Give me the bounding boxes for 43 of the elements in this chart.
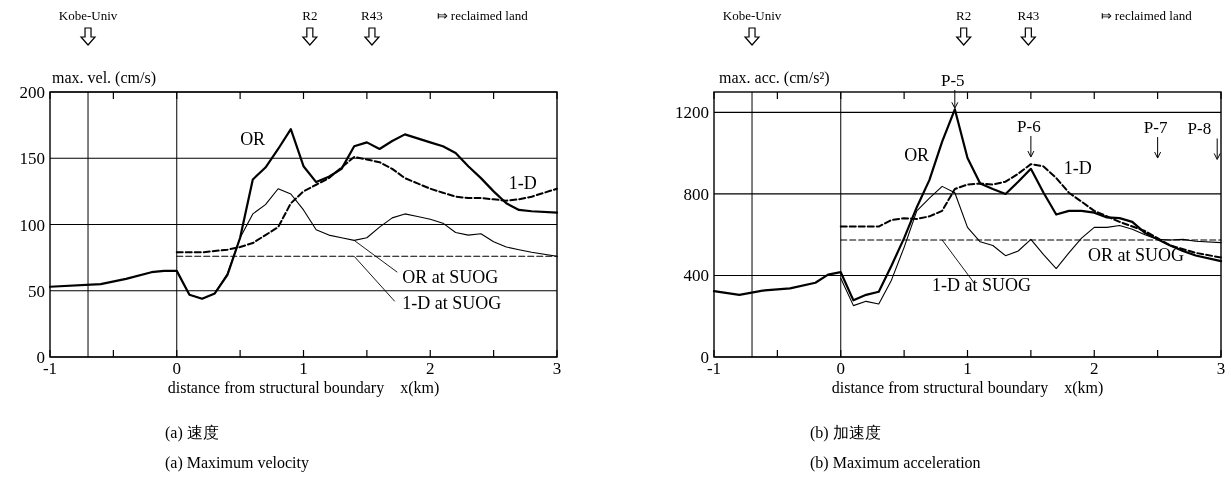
annotation: P-6 [1017, 117, 1041, 137]
text: (b) Maximum acceleration [810, 454, 981, 472]
text: R2 [302, 8, 318, 23]
series-label: OR at SUOG [402, 266, 499, 287]
series-label: 1-D [1063, 157, 1092, 178]
y-tick-label: 800 [683, 184, 709, 204]
y-axis-title: max. vel. (cm/s) [52, 69, 156, 87]
x-tick-label: 0 [836, 359, 845, 378]
text: (a) 速度 [165, 424, 219, 442]
text: (a) Maximum velocity [165, 454, 309, 472]
text: 1-D at SUOG [402, 293, 502, 314]
text: ⤇ reclaimed land [436, 8, 529, 23]
series-label: 1-D at SUOG [932, 274, 1032, 295]
y-axis-title: max. acc. (cm/s²) [719, 69, 830, 87]
series-label: OR [904, 145, 930, 166]
y-tick-label: 150 [19, 149, 45, 169]
x-tick-label: 3 [552, 359, 562, 378]
annotation: P-7 [1143, 118, 1168, 138]
text: (b) 加速度 [810, 424, 881, 442]
y-tick-label: 50 [28, 281, 45, 301]
x-axis-title: distance from structural boundary x(km) [167, 379, 440, 397]
x-tick-label: 2 [426, 359, 435, 378]
y-tick-label: 200 [19, 83, 45, 102]
text: Kobe-Univ [722, 8, 782, 23]
annotation: P-5 [941, 71, 965, 90]
y-tick-label: 400 [683, 266, 709, 286]
y-tick-label: 100 [19, 215, 45, 235]
text: R43 [361, 8, 383, 23]
text: ⤇ reclaimed land [1100, 8, 1193, 23]
text: Kobe-Univ [58, 8, 118, 23]
annotation: P-8 [1187, 119, 1212, 139]
series-label: OR at SUOG [1087, 245, 1184, 266]
x-axis-title: distance from structural boundary x(km) [831, 379, 1104, 397]
text: R43 [1017, 8, 1040, 23]
text: R2 [956, 8, 972, 23]
y-tick-label: 1200 [675, 103, 709, 123]
x-tick-label: 1 [963, 359, 972, 378]
series-label: 1-D [508, 172, 537, 193]
x-tick-label: 0 [172, 359, 181, 378]
x-tick-label: 3 [1216, 359, 1226, 378]
series-label: OR [240, 129, 266, 149]
x-tick-label: 2 [1090, 359, 1099, 378]
x-tick-label: 1 [299, 359, 308, 378]
